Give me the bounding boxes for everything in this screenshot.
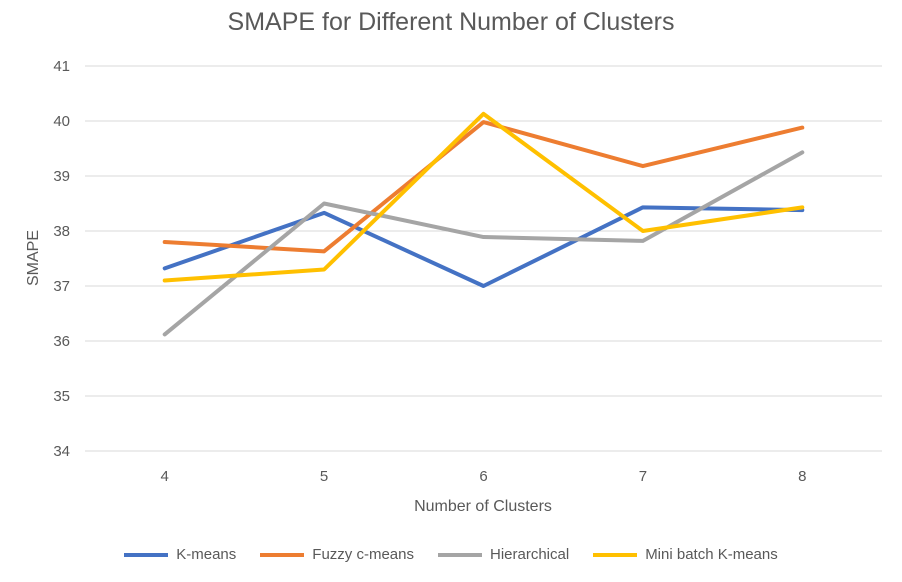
- x-tick-label: 8: [798, 468, 806, 485]
- y-axis-label: SMAPE: [25, 230, 42, 286]
- legend-swatch: [437, 552, 482, 557]
- y-tick-label: 37: [53, 278, 70, 295]
- legend-swatch: [593, 552, 638, 557]
- y-tick-label: 35: [53, 388, 70, 405]
- y-tick-label: 40: [53, 113, 70, 130]
- series-lines: [162, 111, 805, 337]
- x-tick-label: 7: [639, 468, 647, 485]
- y-tick-label: 39: [53, 168, 70, 185]
- legend: K-means Fuzzy c-means Hierarchical Mini bat…: [0, 546, 902, 563]
- legend-item: Hierarchical: [437, 546, 570, 563]
- x-tick-label: 5: [320, 468, 328, 485]
- x-tick-label: 4: [161, 468, 169, 485]
- legend-item: K-means: [124, 546, 236, 563]
- legend-label: Hierarchical: [489, 546, 570, 563]
- y-tick-label: 34: [53, 443, 70, 460]
- x-tick-labels: 4 5 6 7 8: [161, 468, 807, 485]
- legend-label: Mini batch K-means: [645, 546, 778, 563]
- legend-label: Fuzzy c-means: [312, 546, 414, 563]
- legend-label: K-means: [176, 546, 237, 563]
- legend-item: Mini batch K-means: [593, 546, 778, 563]
- series-line-mini-batch-k-means: [162, 111, 805, 283]
- legend-swatch: [260, 552, 305, 557]
- y-tick-label: 41: [53, 58, 70, 75]
- legend-swatch: [124, 552, 169, 557]
- series-line-hierarchical: [162, 150, 805, 337]
- y-tick-labels: 34 35 36 37 38 39 40 41: [53, 58, 70, 460]
- y-tick-label: 38: [53, 223, 70, 240]
- y-tick-label: 36: [53, 333, 70, 350]
- series-line-fuzzy-c-means: [162, 120, 805, 254]
- x-tick-label: 6: [479, 468, 487, 485]
- x-axis-label: Number of Clusters: [414, 498, 552, 515]
- series-line-k-means: [162, 205, 805, 288]
- legend-item: Fuzzy c-means: [260, 546, 414, 563]
- chart-title: SMAPE for Different Number of Clusters: [227, 8, 675, 36]
- gridlines: [85, 65, 882, 452]
